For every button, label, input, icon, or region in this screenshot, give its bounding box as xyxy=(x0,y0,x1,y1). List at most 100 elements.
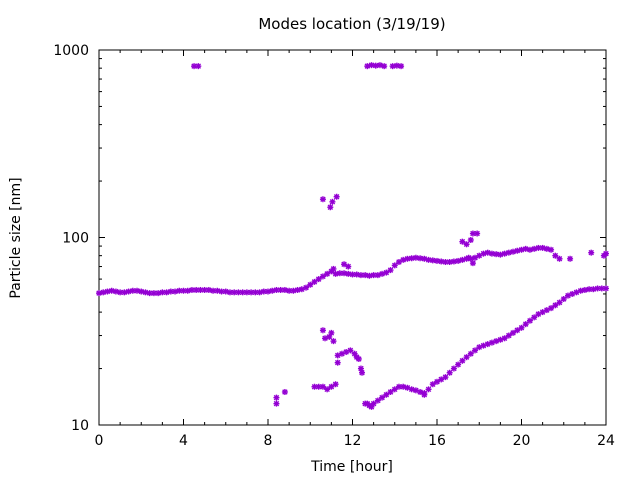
data-point xyxy=(522,321,529,328)
data-point xyxy=(328,383,335,390)
x-tick-label: 4 xyxy=(179,433,188,449)
data-point xyxy=(368,403,375,410)
data-point xyxy=(364,400,371,407)
data-point xyxy=(434,378,440,385)
data-point xyxy=(505,332,512,339)
data-point xyxy=(273,400,280,407)
data-point xyxy=(421,391,428,398)
data-point xyxy=(226,289,233,296)
data-point xyxy=(355,355,362,362)
data-point xyxy=(548,305,555,312)
data-point xyxy=(465,254,472,261)
data-point xyxy=(353,271,360,278)
data-point xyxy=(493,251,500,258)
data-point xyxy=(408,386,415,393)
data-point xyxy=(514,327,521,334)
data-point xyxy=(290,287,297,294)
data-point xyxy=(222,288,229,295)
data-point xyxy=(379,394,386,401)
plot-frame xyxy=(98,49,607,426)
data-point xyxy=(172,288,179,295)
data-point xyxy=(510,329,517,336)
data-point xyxy=(334,359,341,366)
data-point xyxy=(100,289,107,296)
data-point xyxy=(497,251,504,258)
data-point xyxy=(421,255,428,262)
x-tick-label: 24 xyxy=(597,433,615,449)
data-point xyxy=(417,388,424,395)
data-point xyxy=(357,365,364,372)
data-point xyxy=(387,388,394,395)
chart-title: Modes location (3/19/19) xyxy=(258,15,445,33)
y-tick-label: 1000 xyxy=(53,43,89,59)
data-point xyxy=(556,255,563,262)
data-point xyxy=(329,198,336,205)
data-point xyxy=(332,381,339,388)
data-point xyxy=(364,63,371,70)
data-point xyxy=(345,263,352,270)
plot-area: 0 4 8 12 16 20 24 10 100 1000 xyxy=(53,43,615,449)
data-point xyxy=(273,394,280,401)
data-point xyxy=(467,350,474,357)
data-point xyxy=(108,287,115,294)
data-point xyxy=(330,338,337,345)
data-point xyxy=(442,259,449,266)
data-point xyxy=(450,365,457,372)
data-point xyxy=(345,270,352,277)
data-point xyxy=(252,289,259,296)
x-tick-label: 16 xyxy=(428,433,446,449)
data-point xyxy=(376,62,383,69)
data-point xyxy=(425,386,432,393)
data-point xyxy=(359,369,366,376)
data-point xyxy=(391,262,398,269)
data-point xyxy=(552,302,559,309)
data-point xyxy=(560,295,567,302)
data-point xyxy=(294,286,301,293)
data-point xyxy=(125,288,132,295)
x-tick-label: 20 xyxy=(513,433,531,449)
data-point xyxy=(167,288,174,295)
x-tick-label: 0 xyxy=(95,433,104,449)
data-point xyxy=(176,287,183,294)
data-point xyxy=(319,327,326,334)
data-point xyxy=(347,347,354,354)
data-point xyxy=(474,230,481,237)
data-point xyxy=(319,196,326,203)
data-point xyxy=(374,397,381,404)
data-point xyxy=(590,286,597,293)
data-point xyxy=(341,261,348,268)
data-point xyxy=(138,288,145,295)
data-point xyxy=(303,284,310,291)
data-point xyxy=(324,386,331,393)
data-point xyxy=(104,288,111,295)
data-point xyxy=(281,388,288,395)
data-point xyxy=(328,329,335,336)
data-point xyxy=(531,314,538,321)
data-point xyxy=(286,287,293,294)
data-point xyxy=(501,250,508,257)
data-point xyxy=(121,289,128,296)
data-point xyxy=(581,286,588,293)
data-point xyxy=(459,238,466,245)
data-point xyxy=(319,273,326,280)
data-point xyxy=(163,289,170,296)
data-point xyxy=(442,374,449,381)
data-point xyxy=(129,287,136,294)
data-point xyxy=(134,287,141,294)
data-point xyxy=(256,289,263,296)
x-tick-label: 8 xyxy=(264,433,273,449)
data-point xyxy=(455,361,462,368)
data-point xyxy=(269,287,276,294)
data-point xyxy=(184,287,191,294)
data-point xyxy=(311,278,318,285)
data-point xyxy=(214,287,221,294)
data-point xyxy=(480,250,487,257)
data-point xyxy=(588,249,595,256)
data-point xyxy=(315,276,322,283)
data-point xyxy=(387,267,394,274)
data-point xyxy=(281,286,288,293)
data-point xyxy=(381,63,388,70)
data-point xyxy=(429,381,436,388)
y-tick-label: 100 xyxy=(62,231,89,247)
